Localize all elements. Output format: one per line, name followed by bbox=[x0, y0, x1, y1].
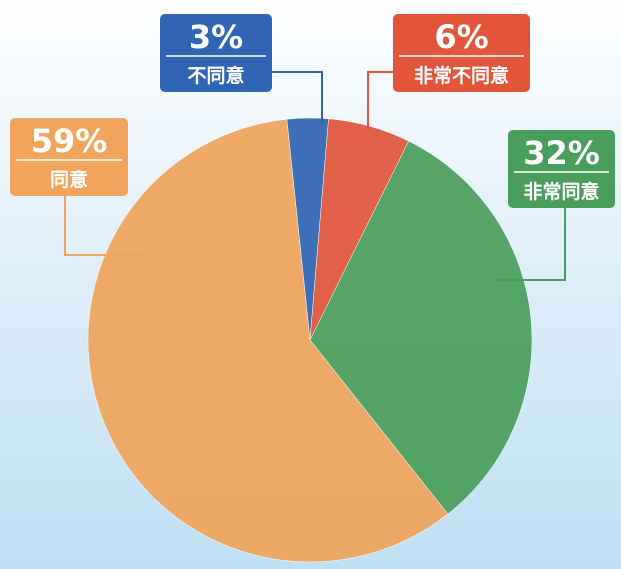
category-label: 同意 bbox=[50, 168, 88, 191]
category-label: 非常同意 bbox=[523, 180, 599, 203]
value-label: 32% bbox=[523, 134, 600, 172]
value-label: 59% bbox=[31, 122, 108, 160]
value-label: 6% bbox=[434, 18, 488, 56]
value-label: 3% bbox=[189, 18, 243, 56]
category-label: 非常不同意 bbox=[414, 64, 509, 87]
category-label: 不同意 bbox=[187, 64, 244, 87]
chart: 3% 不同意 6% 非常不同意 32% 非常同意 59% 同意 bbox=[0, 0, 621, 569]
